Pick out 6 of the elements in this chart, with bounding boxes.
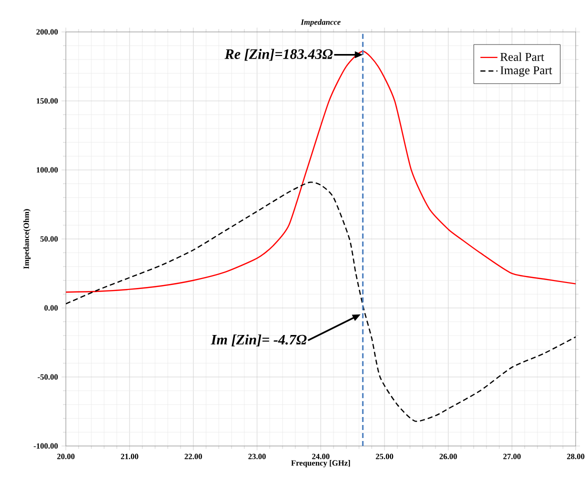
- legend-label: Real Part: [500, 52, 544, 61]
- legend-label: Image Part: [500, 66, 552, 77]
- line-series: [66, 182, 576, 422]
- line-series: [66, 50, 576, 293]
- annotation: Im [Zin]= -4.7Ω: [210, 334, 307, 346]
- annotation: Re [Zin]=183.43Ω: [224, 48, 333, 61]
